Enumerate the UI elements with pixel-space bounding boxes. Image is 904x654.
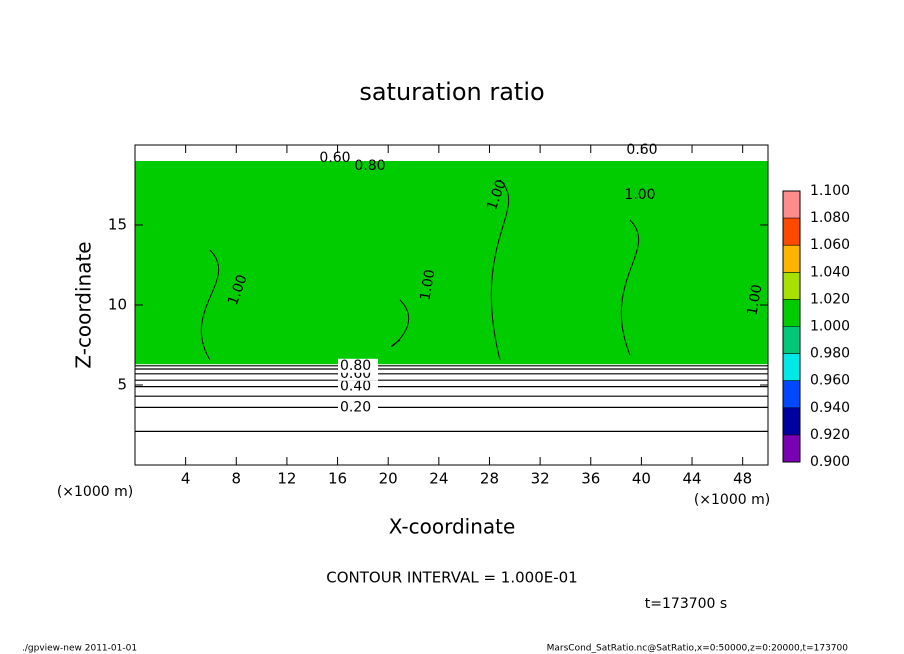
- x-tick-label: 48: [733, 470, 752, 488]
- annotation: 0.80: [354, 158, 385, 174]
- contour-line: [200, 249, 220, 361]
- x-tick-label: 24: [429, 470, 448, 488]
- contour-interval: CONTOUR INTERVAL = 1.000E-01: [326, 569, 577, 587]
- y-tick-label: 5: [117, 376, 127, 394]
- colorbar-band: [783, 407, 800, 435]
- chart-title: saturation ratio: [359, 78, 544, 106]
- x-tick-label: 4: [181, 470, 191, 488]
- time-label: t=173700 s: [645, 596, 727, 612]
- contour-label: 0.80: [340, 358, 371, 374]
- annotation: 1.00: [744, 283, 765, 316]
- annotation: 1.00: [624, 187, 655, 203]
- x-tick-label: 28: [480, 470, 499, 488]
- annotation: 1.00: [417, 268, 438, 301]
- y-tick-label: 10: [108, 296, 127, 314]
- colorbar-band: [783, 434, 800, 462]
- x-tick-label: 44: [682, 470, 701, 488]
- colorbar-band: [783, 191, 800, 219]
- colorbar-label: 1.000: [810, 319, 850, 335]
- footer-right: MarsCond_SatRatio.nc@SatRatio,x=0:50000,…: [547, 644, 849, 654]
- contour-label-bg: [338, 379, 378, 394]
- colorbar-label: 0.900: [810, 454, 850, 470]
- colorbar-label: 1.040: [810, 264, 850, 280]
- x-tick-label: 40: [632, 470, 651, 488]
- annotation: 0.60: [626, 142, 657, 158]
- x-tick-label: 12: [277, 470, 296, 488]
- x-tick-label: 16: [328, 470, 347, 488]
- x-axis-label: X-coordinate: [389, 515, 516, 539]
- x-tick-label: 36: [581, 470, 600, 488]
- contour-label: 0.40: [340, 379, 371, 395]
- y-axis-label: Z-coordinate: [72, 241, 96, 368]
- contour-line: [620, 219, 640, 356]
- colorbar-label: 0.920: [810, 427, 850, 443]
- footer-left: ./gpview-new 2011-01-01: [22, 644, 137, 654]
- contour-line: [390, 299, 410, 347]
- contour-label-bg: [338, 358, 378, 373]
- x-tick-label: 20: [379, 470, 398, 488]
- colorbar-label: 1.020: [810, 291, 850, 307]
- saturated-region: [135, 161, 768, 365]
- colorbar-label: 1.100: [810, 183, 850, 199]
- contour-label-bg: [338, 400, 378, 415]
- contour-line: [490, 179, 510, 361]
- colorbar-label: 0.960: [810, 373, 850, 389]
- y-unit: (×1000 m): [57, 484, 133, 500]
- colorbar-band: [783, 380, 800, 408]
- colorbar-band: [783, 326, 800, 354]
- x-tick-label: 32: [531, 470, 550, 488]
- colorbar-band: [783, 245, 800, 273]
- colorbar-band: [783, 218, 800, 246]
- colorbar-label: 1.060: [810, 237, 850, 253]
- colorbar-band: [783, 299, 800, 327]
- x-unit: (×1000 m): [694, 492, 770, 508]
- colorbar-label: 0.940: [810, 400, 850, 416]
- contour-label: 0.20: [340, 399, 371, 415]
- y-tick-label: 15: [108, 216, 127, 234]
- colorbar-band: [783, 272, 800, 300]
- x-tick-label: 8: [232, 470, 242, 488]
- annotation: 0.60: [319, 150, 350, 166]
- colorbar-label: 0.980: [810, 346, 850, 362]
- colorbar-band: [783, 353, 800, 381]
- colorbar-label: 1.080: [810, 210, 850, 226]
